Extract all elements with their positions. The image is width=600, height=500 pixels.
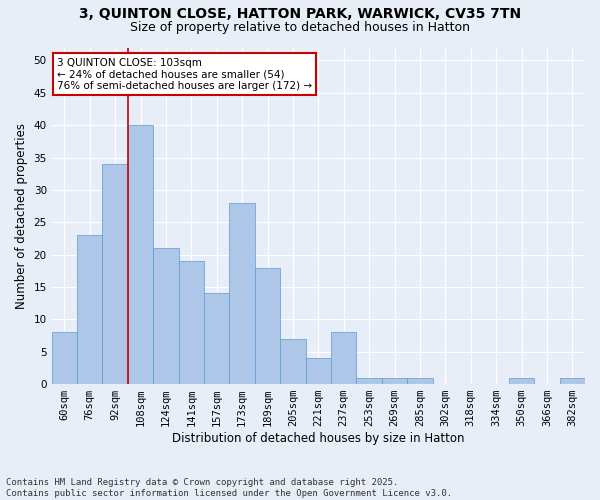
Bar (179, 261, 204, 384)
Bar (382, 378, 407, 384)
Bar (280, 339, 305, 384)
Text: 3, QUINTON CLOSE, HATTON PARK, WARWICK, CV35 7TN: 3, QUINTON CLOSE, HATTON PARK, WARWICK, … (79, 8, 521, 22)
Bar (153, 248, 179, 384)
X-axis label: Distribution of detached houses by size in Hatton: Distribution of detached houses by size … (172, 432, 464, 445)
Bar (305, 358, 331, 384)
Bar (128, 125, 153, 384)
Bar (560, 378, 585, 384)
Text: 3 QUINTON CLOSE: 103sqm
← 24% of detached houses are smaller (54)
76% of semi-de: 3 QUINTON CLOSE: 103sqm ← 24% of detache… (57, 58, 312, 91)
Bar (52, 332, 77, 384)
Bar (407, 378, 433, 384)
Text: Contains HM Land Registry data © Crown copyright and database right 2025.
Contai: Contains HM Land Registry data © Crown c… (6, 478, 452, 498)
Bar (204, 294, 229, 384)
Bar (509, 378, 534, 384)
Y-axis label: Number of detached properties: Number of detached properties (15, 123, 28, 309)
Bar (229, 203, 255, 384)
Text: Size of property relative to detached houses in Hatton: Size of property relative to detached ho… (130, 21, 470, 34)
Bar (356, 378, 382, 384)
Bar (331, 332, 356, 384)
Bar (255, 268, 280, 384)
Bar (103, 164, 128, 384)
Bar (77, 235, 103, 384)
